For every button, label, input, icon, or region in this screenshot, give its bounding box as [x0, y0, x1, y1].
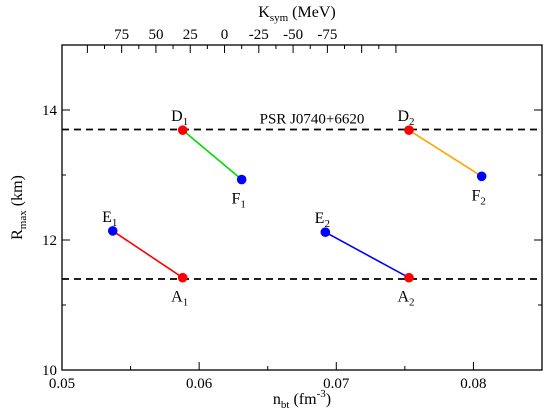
reference-lines: PSR J0740+6620 [62, 112, 542, 280]
data-point-d1 [177, 125, 188, 135]
segment-line [408, 129, 483, 177]
tick-labels: 0.05 0.06 0.07 0.08 10 12 14 75 50 25 0 -25 -50 -75 [42, 27, 487, 392]
plot-frame [61, 44, 543, 371]
segment-line [182, 129, 243, 181]
x-tick-label: 0.07 [323, 376, 350, 392]
data-point-a2 [404, 272, 414, 283]
y-axis-label: Rmax (km) [9, 175, 29, 240]
top-axis-label: Ksym (MeV) [258, 4, 335, 24]
top-tick-label: 75 [114, 27, 129, 43]
x-axis-label: nbt (fm-3) [273, 388, 331, 411]
y-tick-label: 14 [42, 103, 58, 119]
data-point-e1 [107, 226, 118, 236]
point-label-a2: A2 [397, 289, 414, 309]
y-tick-label: 10 [42, 363, 57, 379]
point-label-d2: D2 [397, 108, 414, 128]
x-tick-label: 0.08 [460, 376, 486, 392]
data-point-f2 [476, 171, 487, 182]
top-tick-label: 50 [148, 27, 163, 43]
reference-line-label: PSR J0740+6620 [260, 112, 365, 128]
data-point-f1 [236, 174, 247, 185]
data-point-d2 [404, 125, 414, 135]
top-tick-label: 0 [221, 27, 229, 43]
data-point-a1 [177, 272, 188, 283]
top-tick-label: -50 [283, 27, 303, 43]
axis-ticks [61, 44, 543, 371]
point-label-a1: A1 [171, 289, 188, 309]
x-tick-label: 0.06 [186, 376, 213, 392]
y-tick-label: 12 [42, 233, 57, 249]
point-label-f2: F2 [471, 187, 485, 207]
top-tick-label: -25 [249, 27, 269, 43]
data-points [107, 125, 487, 283]
segment-line [324, 231, 410, 279]
point-label-e2: E2 [315, 210, 330, 230]
top-tick-label: -75 [317, 27, 337, 43]
point-label-d1: D1 [171, 108, 188, 128]
data-point-e2 [320, 227, 331, 237]
top-tick-label: 25 [183, 27, 198, 43]
segment-line [112, 230, 184, 279]
x-tick-label: 0.05 [49, 376, 75, 392]
point-label-f1: F1 [231, 191, 245, 211]
point-labels: A1 E1 D1 F1 A2 E2 D2 F2 [102, 108, 486, 309]
connecting-segments [112, 129, 483, 279]
point-label-e1: E1 [102, 209, 117, 229]
